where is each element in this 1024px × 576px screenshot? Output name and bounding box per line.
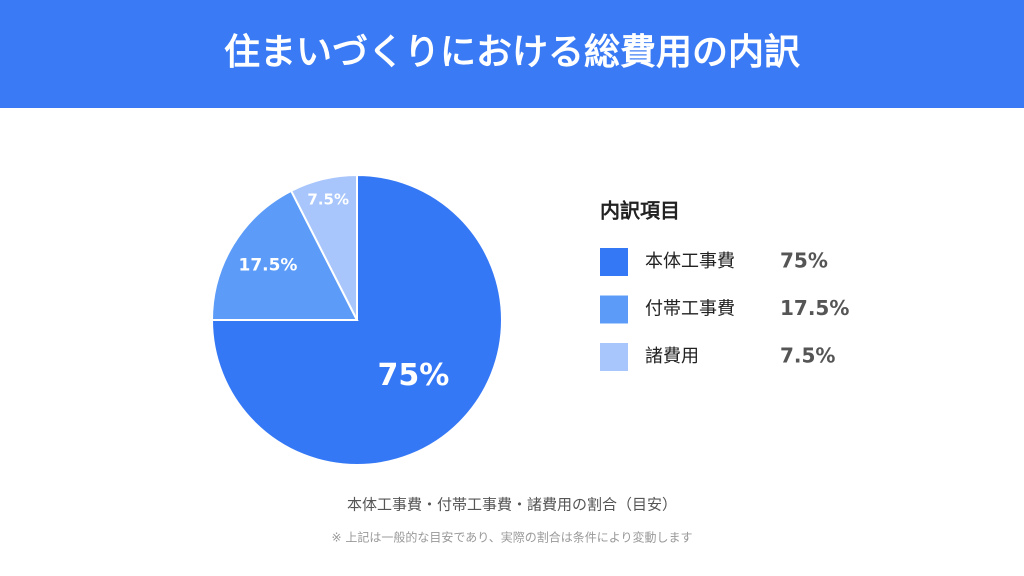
note: ※ 上記は一般的な目安であり、実際の割合は条件により変動します <box>331 530 692 545</box>
legend-label: 付帯工事費 <box>645 299 735 320</box>
legend-swatch <box>600 248 628 276</box>
legend-value: 17.5% <box>780 296 849 320</box>
slice-label: 75% <box>377 358 449 393</box>
header-bar <box>0 0 1024 108</box>
legend-label: 本体工事費 <box>645 251 735 272</box>
legend-title: 内訳項目 <box>600 199 680 223</box>
legend-value: 7.5% <box>780 344 835 368</box>
legend-swatch <box>600 343 628 371</box>
caption: 本体工事費・付帯工事費・諸費用の割合（目安） <box>347 496 677 514</box>
chart-title: 住まいづくりにおける総費用の内訳 <box>224 32 801 73</box>
legend-swatch <box>600 295 628 324</box>
slice-label: 7.5% <box>307 191 349 209</box>
pie-slice <box>289 173 358 321</box>
legend-label: 諸費用 <box>645 346 699 367</box>
legend-value: 75% <box>780 249 828 273</box>
pie-slice <box>210 189 359 321</box>
slice-label: 17.5% <box>238 255 297 275</box>
